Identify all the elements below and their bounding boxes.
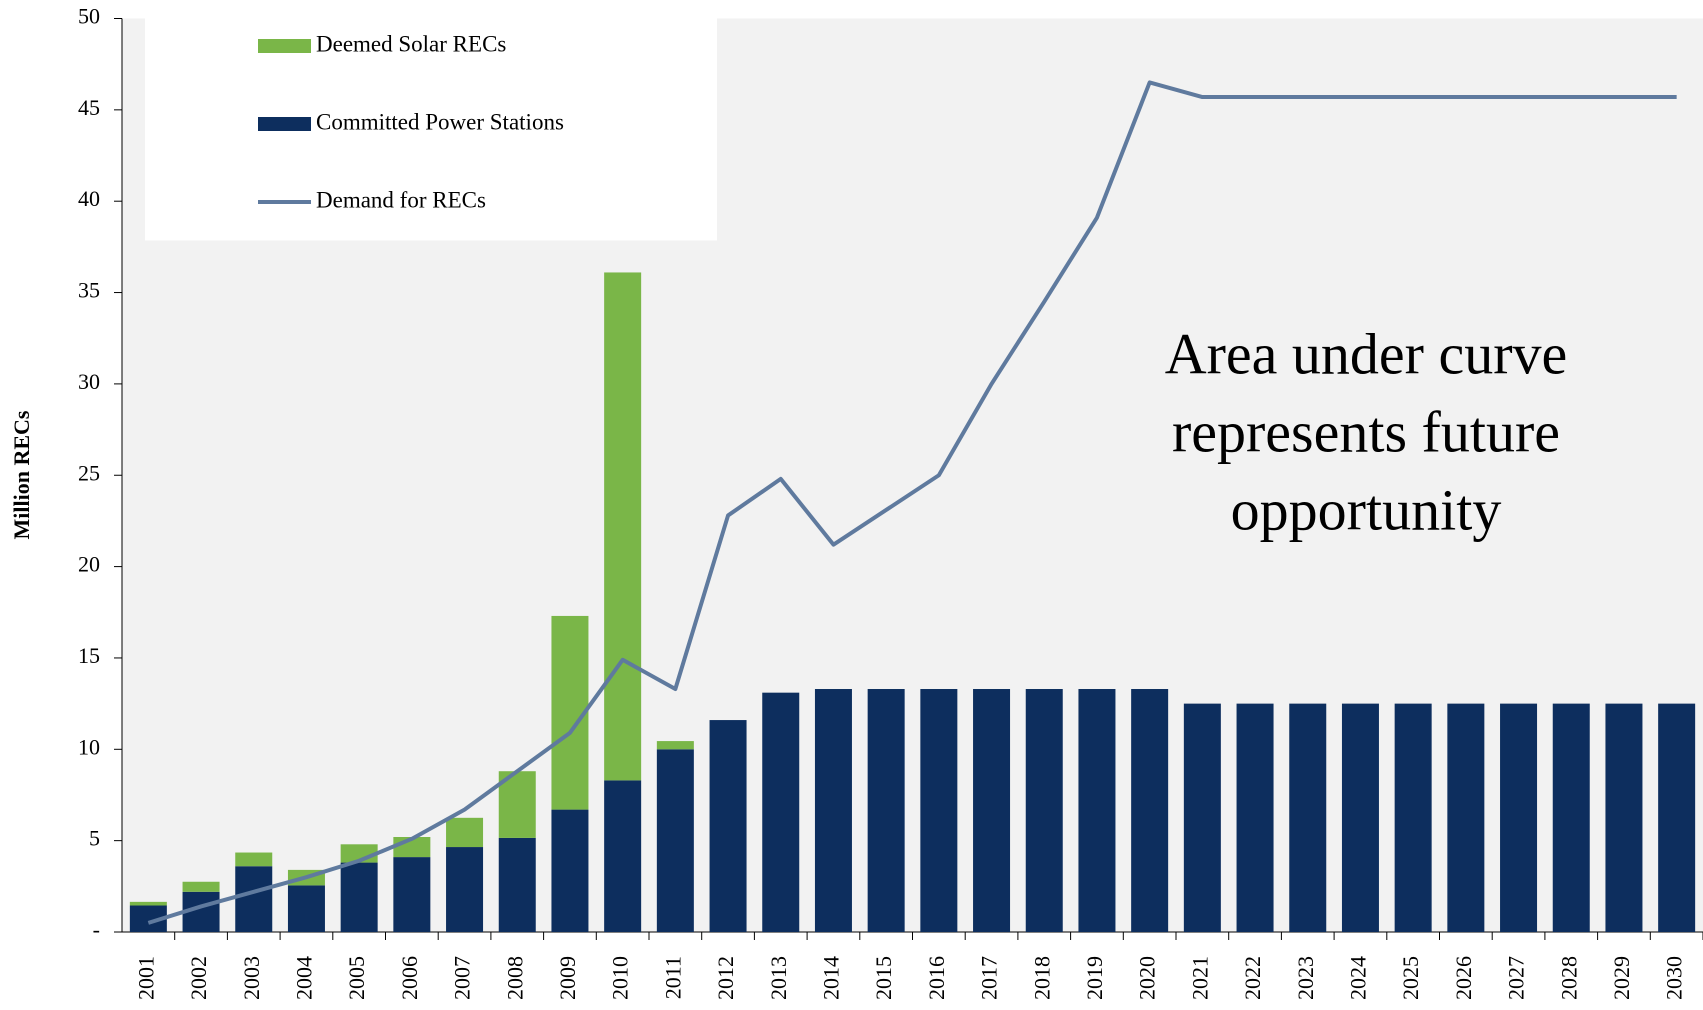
bar — [1341, 703, 1379, 932]
line — [147, 80, 1677, 925]
x-tick-label: 2004 — [291, 956, 316, 1000]
y-tick-label: 40 — [78, 186, 100, 211]
x-tick-label: 2020 — [1135, 956, 1160, 1000]
bar — [235, 852, 273, 867]
bar — [604, 272, 642, 781]
x-tick-label: 2027 — [1504, 956, 1529, 1000]
bar — [920, 689, 958, 932]
bar — [762, 692, 800, 932]
x-tick-label: 2025 — [1398, 956, 1423, 1000]
y-tick-label: 15 — [78, 643, 100, 668]
y-tick-label: 50 — [78, 4, 100, 29]
x-tick-label: 2030 — [1662, 956, 1687, 1000]
x-tick-label: 2012 — [713, 956, 738, 1000]
bar — [340, 862, 378, 932]
annotation: represents future — [1172, 399, 1560, 464]
bar — [867, 689, 905, 932]
bar — [656, 749, 694, 932]
bar — [1605, 703, 1643, 932]
x-tick-label: 2023 — [1293, 956, 1318, 1000]
y-tick-label: 35 — [78, 278, 100, 303]
x-tick-label: 2006 — [397, 956, 422, 1000]
x-tick-label: 2013 — [766, 956, 791, 1000]
x-tick-label: 2005 — [344, 956, 369, 1000]
y-tick-label: 30 — [78, 369, 100, 394]
bar — [1236, 703, 1274, 932]
bar — [129, 901, 167, 906]
x-tick-label: 2003 — [239, 956, 264, 1000]
legend-swatch — [258, 117, 311, 131]
x-tick-label: 2015 — [871, 956, 896, 1000]
y-tick-label: 20 — [78, 552, 100, 577]
x-tick-label: 2021 — [1187, 956, 1212, 1000]
bar — [814, 689, 852, 932]
x-tick-label: 2009 — [555, 956, 580, 1000]
x-tick-label: 2008 — [502, 956, 527, 1000]
legend-label: Demand for RECs — [316, 187, 486, 212]
bar — [1289, 703, 1327, 932]
bar — [1394, 703, 1432, 932]
bar — [235, 866, 273, 932]
bar — [1500, 703, 1538, 932]
bar — [709, 720, 747, 932]
x-tick-label: 2017 — [977, 956, 1002, 1000]
bar — [1183, 703, 1221, 932]
bar — [973, 689, 1011, 932]
bar — [656, 741, 694, 750]
bar — [287, 885, 325, 932]
x-tick-label: 2028 — [1556, 956, 1581, 1000]
legend-label: Committed Power Stations — [316, 109, 564, 134]
x-tick-label: 2014 — [818, 956, 843, 1000]
x-tick-label: 2019 — [1082, 956, 1107, 1000]
x-tick-label: 2026 — [1451, 956, 1476, 1000]
bar — [498, 837, 536, 932]
bar — [1552, 703, 1590, 932]
bar — [393, 857, 431, 932]
bar — [1447, 703, 1485, 932]
bar — [446, 817, 484, 848]
bar — [604, 780, 642, 932]
y-axis-label: Million RECs — [9, 410, 34, 539]
bar — [1131, 689, 1169, 932]
x-tick-label: 2001 — [133, 956, 158, 1000]
x-tick-label: 2024 — [1345, 956, 1370, 1000]
bar — [182, 881, 220, 892]
x-tick-label: 2010 — [608, 956, 633, 1000]
x-tick-label: 2022 — [1240, 956, 1265, 1000]
y-tick-label: 10 — [78, 734, 100, 759]
legend-swatch — [258, 39, 311, 53]
bar — [1078, 689, 1116, 932]
x-tick-label: 2018 — [1029, 956, 1054, 1000]
y-tick-label: 5 — [89, 826, 100, 851]
y-tick-label: - — [93, 917, 100, 942]
x-tick-label: 2011 — [660, 956, 685, 999]
bar — [551, 809, 589, 932]
legend-label: Deemed Solar RECs — [316, 31, 506, 56]
legend-box — [145, 18, 717, 241]
annotation: opportunity — [1231, 477, 1502, 542]
bar — [1658, 703, 1696, 932]
x-tick-label: 2016 — [924, 956, 949, 1000]
annotation: Area under curve — [1165, 321, 1568, 386]
y-tick-label: 25 — [78, 460, 100, 485]
x-tick-label: 2029 — [1609, 956, 1634, 1000]
y-tick-label: 45 — [78, 95, 100, 120]
x-tick-label: 2002 — [186, 956, 211, 1000]
bar — [1025, 689, 1063, 932]
x-tick-label: 2007 — [450, 956, 475, 1000]
bar — [446, 847, 484, 932]
